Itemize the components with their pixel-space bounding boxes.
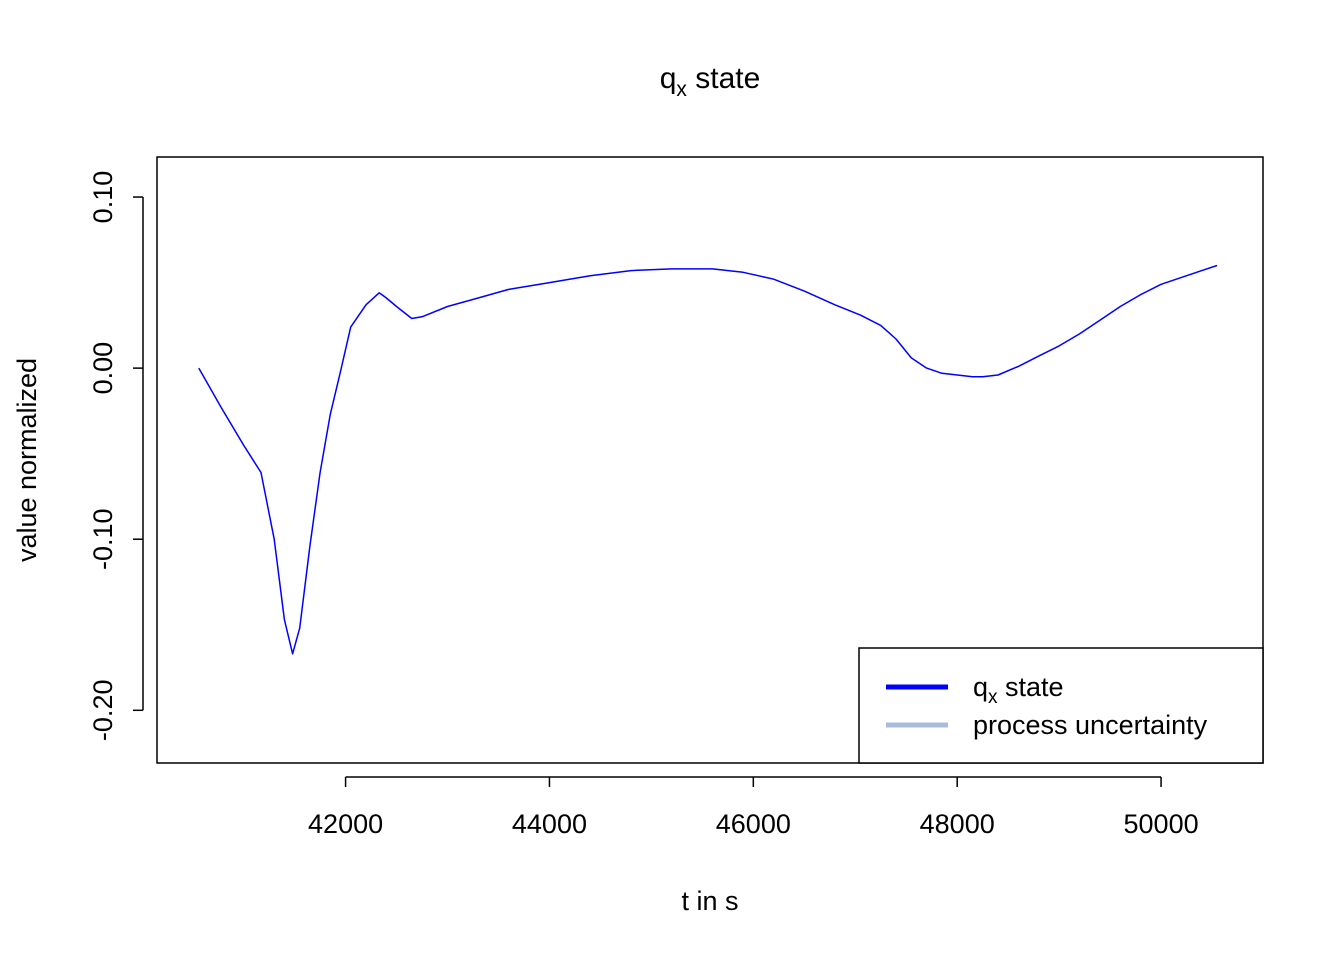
y-tick-label: 0.10 [88,171,118,224]
x-tick-label: 50000 [1124,809,1199,839]
x-tick-label: 44000 [512,809,587,839]
series-layer [198,264,1218,655]
legend-box [858,647,1264,764]
y-axis: -0.20 -0.10 0.00 0.10 [88,171,144,742]
y-tick-label: -0.20 [88,680,118,742]
x-tick-label: 46000 [716,809,791,839]
legend: qx state process uncertainty [858,647,1264,764]
legend-label-uncertainty: process uncertainty [973,710,1208,740]
plot-area-frame [156,156,1264,764]
x-tick-label: 48000 [920,809,995,839]
y-tick-label: 0.00 [88,342,118,395]
y-axis-label: value normalized [12,358,42,562]
chart-title: qx state [660,62,761,101]
series-line-state [198,264,1218,655]
legend-label-state: qx state [973,672,1064,708]
x-tick-label: 42000 [308,809,383,839]
y-tick-label: -0.10 [88,508,118,570]
x-axis: 42000 44000 46000 48000 50000 [308,776,1199,839]
x-axis-label: t in s [681,886,738,916]
